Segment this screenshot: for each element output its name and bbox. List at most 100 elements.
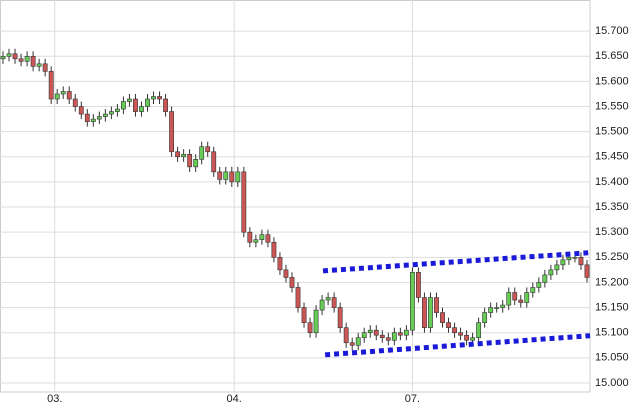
candle-body bbox=[379, 334, 385, 339]
y-tick-label: 15.300 bbox=[595, 226, 629, 238]
candle-body bbox=[133, 98, 138, 112]
y-tick-label: 15.150 bbox=[595, 301, 629, 313]
x-tick-label: 04. bbox=[227, 393, 242, 405]
candle-body bbox=[440, 312, 445, 323]
candle-body bbox=[560, 259, 566, 266]
candle-body bbox=[578, 257, 584, 266]
candle-body bbox=[536, 282, 542, 288]
y-tick-label: 15.700 bbox=[595, 25, 629, 37]
candle-body bbox=[181, 153, 187, 158]
candle-body bbox=[542, 274, 548, 283]
candle-body bbox=[54, 93, 60, 100]
candle-body bbox=[554, 264, 560, 271]
candle-body bbox=[271, 241, 277, 258]
candle-body bbox=[397, 332, 403, 336]
y-tick-label: 15.200 bbox=[595, 276, 629, 288]
candle-body bbox=[470, 337, 476, 341]
x-tick-label: 07. bbox=[405, 393, 420, 405]
trend-line bbox=[324, 333, 591, 358]
y-tick-label: 15.400 bbox=[595, 176, 629, 188]
candle-body bbox=[295, 287, 301, 308]
y-tick-label: 15.350 bbox=[595, 201, 629, 213]
y-tick-label: 15.050 bbox=[595, 352, 629, 364]
candle-body bbox=[259, 234, 265, 241]
candle-body bbox=[409, 272, 415, 331]
candle-body bbox=[175, 151, 181, 158]
y-tick-label: 15.100 bbox=[595, 327, 629, 339]
candle-body bbox=[428, 297, 433, 328]
candle-body bbox=[482, 312, 488, 323]
candle-body bbox=[36, 63, 42, 67]
y-tick-label: 15.600 bbox=[595, 75, 629, 87]
candle-body bbox=[343, 327, 349, 344]
candle-body bbox=[548, 269, 554, 276]
candle-body bbox=[367, 329, 373, 333]
candle-body bbox=[476, 322, 482, 339]
candle-body bbox=[253, 239, 259, 243]
candle-body bbox=[66, 91, 72, 100]
candle-body bbox=[163, 98, 168, 112]
candle-body bbox=[90, 118, 96, 122]
plot-frame bbox=[0, 0, 591, 393]
candle-body bbox=[78, 106, 84, 115]
candle-body bbox=[12, 53, 18, 60]
candle-body bbox=[217, 171, 223, 180]
candle-body bbox=[337, 307, 343, 328]
y-tick-label: 15.450 bbox=[595, 151, 629, 163]
candle-body bbox=[524, 292, 530, 303]
candle-body bbox=[319, 299, 325, 311]
trend-line bbox=[322, 250, 589, 274]
y-tick-label: 15.250 bbox=[595, 251, 629, 263]
candle-body bbox=[566, 257, 572, 261]
candle-body bbox=[355, 337, 361, 346]
candle-body bbox=[211, 151, 217, 173]
candle-body bbox=[518, 299, 524, 303]
y-tick-label: 15.650 bbox=[595, 50, 629, 62]
candle-body bbox=[458, 332, 463, 336]
candle-body bbox=[452, 327, 457, 333]
candle-body bbox=[391, 332, 397, 341]
candle-body bbox=[108, 111, 114, 115]
candle-body bbox=[223, 171, 229, 180]
candle-body bbox=[24, 55, 30, 62]
candle-body bbox=[127, 98, 132, 102]
candle-body bbox=[229, 171, 235, 183]
candle-body bbox=[6, 53, 12, 57]
candle-body bbox=[193, 159, 199, 168]
candle-body bbox=[307, 322, 313, 333]
candle-body bbox=[187, 153, 193, 168]
candle-body bbox=[361, 332, 367, 339]
y-tick-label: 15.550 bbox=[595, 100, 629, 112]
candle-body bbox=[205, 146, 211, 153]
candle-body bbox=[121, 101, 126, 110]
candle-body bbox=[584, 264, 590, 278]
candle-body bbox=[199, 146, 205, 160]
candle-body bbox=[42, 63, 48, 72]
y-tick-label: 15.500 bbox=[595, 126, 629, 138]
candle-body bbox=[60, 91, 66, 95]
candle-body bbox=[385, 337, 391, 341]
candle-body bbox=[464, 334, 469, 341]
candle-body bbox=[512, 292, 518, 301]
candle-body bbox=[48, 71, 54, 100]
candle-body bbox=[157, 96, 162, 100]
candle-body bbox=[494, 307, 500, 309]
candle-body bbox=[169, 111, 174, 153]
y-tick-label: 15.000 bbox=[595, 377, 629, 389]
candle-body bbox=[289, 277, 295, 288]
candle-body bbox=[145, 98, 150, 107]
candle-body bbox=[530, 287, 536, 293]
candle-body bbox=[114, 108, 120, 112]
candle-body bbox=[416, 272, 421, 298]
candle-body bbox=[434, 297, 439, 313]
x-tick-label: 03. bbox=[47, 393, 62, 405]
candle-body bbox=[349, 342, 355, 346]
candle-body bbox=[572, 257, 578, 259]
candle-body bbox=[373, 329, 379, 336]
candle-body bbox=[139, 106, 144, 112]
candle-body bbox=[403, 329, 409, 336]
candle-body bbox=[30, 55, 36, 67]
candle-body bbox=[151, 96, 156, 100]
